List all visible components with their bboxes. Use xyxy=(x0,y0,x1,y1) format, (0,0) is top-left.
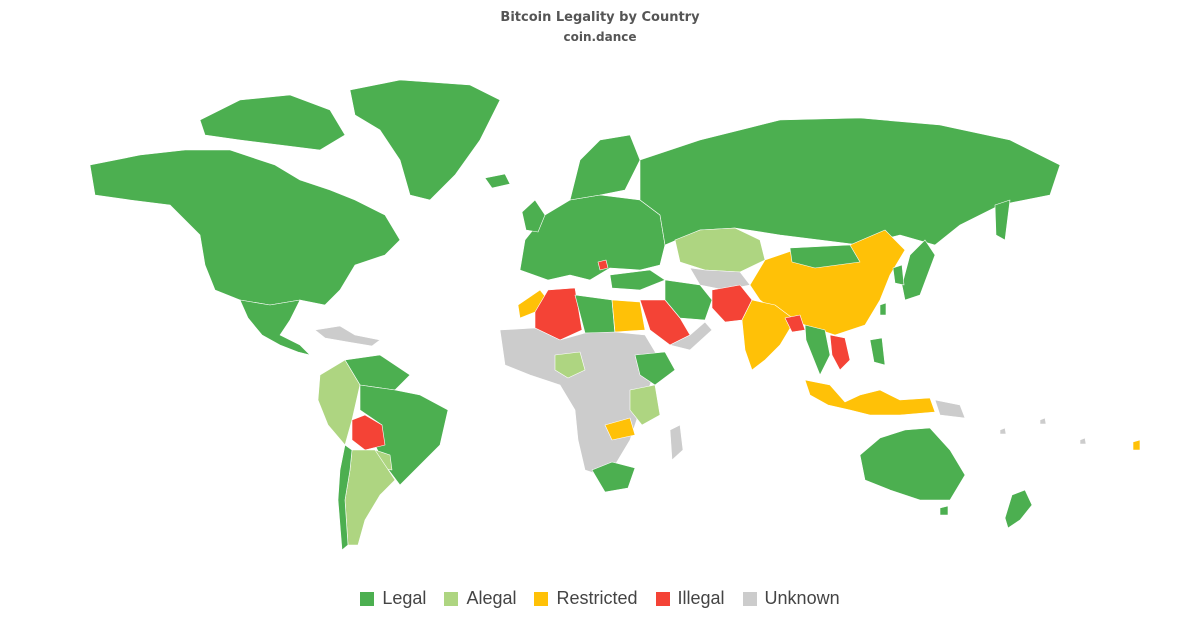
region-bolivia[interactable] xyxy=(351,414,386,451)
region-madagascar[interactable] xyxy=(669,424,684,461)
legend-label-alegal: Alegal xyxy=(466,588,517,608)
legend-swatch-alegal xyxy=(444,591,459,606)
region-thailand-myanmar[interactable] xyxy=(804,324,831,376)
legend-label-unknown: Unknown xyxy=(764,588,840,608)
region-arctic-islands[interactable] xyxy=(199,94,346,151)
world-map xyxy=(89,79,1141,551)
legend-label-illegal: Illegal xyxy=(677,588,725,608)
region-pacific-islands[interactable] xyxy=(999,417,1087,445)
region-south-africa[interactable] xyxy=(591,461,636,493)
region-scandinavia[interactable] xyxy=(569,134,641,201)
map-subtitle: coin.dance xyxy=(563,30,637,44)
region-uk-ireland[interactable] xyxy=(521,199,546,233)
legend: Legal Alegal Restricted Illegal Unknown xyxy=(0,588,1200,609)
region-new-zealand[interactable] xyxy=(1004,489,1033,529)
region-yemen-oman[interactable] xyxy=(669,321,713,351)
region-nigeria[interactable] xyxy=(554,351,586,379)
region-tasmania[interactable] xyxy=(939,505,949,516)
region-iceland-isle[interactable] xyxy=(484,173,511,189)
region-zambia[interactable] xyxy=(604,417,636,441)
region-philippines[interactable] xyxy=(869,337,886,366)
region-ethiopia[interactable] xyxy=(634,351,676,386)
region-india[interactable] xyxy=(741,299,796,371)
region-papua-new-guinea[interactable] xyxy=(934,399,966,419)
region-indonesia[interactable] xyxy=(804,379,936,416)
legend-swatch-legal xyxy=(360,591,375,606)
region-mongolia[interactable] xyxy=(789,244,861,269)
region-colombia-peru[interactable] xyxy=(317,359,361,446)
region-turkey[interactable] xyxy=(609,269,666,291)
region-kamchatka[interactable] xyxy=(994,199,1011,241)
region-vietnam[interactable] xyxy=(829,334,851,371)
legend-swatch-unknown xyxy=(742,591,757,606)
region-korea[interactable] xyxy=(892,264,905,286)
legend-item-legal[interactable]: Legal xyxy=(360,588,426,609)
legend-item-alegal[interactable]: Alegal xyxy=(444,588,516,609)
region-bangladesh[interactable] xyxy=(784,314,806,333)
legend-item-restricted[interactable]: Restricted xyxy=(534,588,638,609)
region-kenya-tanzania[interactable] xyxy=(629,384,661,426)
region-japan[interactable] xyxy=(901,239,936,301)
legend-item-illegal[interactable]: Illegal xyxy=(655,588,725,609)
region-pacific-restricted-isle[interactable] xyxy=(1132,439,1141,451)
region-australia[interactable] xyxy=(859,427,966,501)
region-taiwan[interactable] xyxy=(879,302,887,316)
region-chile[interactable] xyxy=(337,444,353,551)
region-egypt[interactable] xyxy=(611,299,646,333)
legend-label-legal: Legal xyxy=(382,588,427,608)
region-greenland[interactable] xyxy=(349,79,501,201)
region-north-america[interactable] xyxy=(89,149,401,306)
region-caribbean[interactable] xyxy=(314,325,381,347)
map-title: Bitcoin Legality by Country xyxy=(500,10,700,25)
region-north-macedonia[interactable] xyxy=(597,259,609,271)
legend-swatch-illegal xyxy=(655,591,670,606)
legend-label-restricted: Restricted xyxy=(556,588,638,608)
region-kazakhstan[interactable] xyxy=(674,227,766,273)
legend-swatch-restricted xyxy=(534,591,549,606)
legend-item-unknown[interactable]: Unknown xyxy=(742,588,840,609)
region-mexico[interactable] xyxy=(239,299,311,356)
region-europe[interactable] xyxy=(519,194,666,281)
